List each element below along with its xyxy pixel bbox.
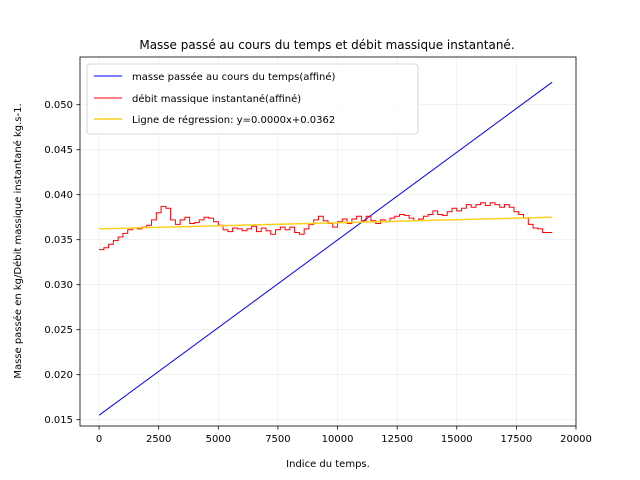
y-axis: 0.015 0.020 0.025 0.030 0.035 0.040 0.045 0.050 bbox=[44, 100, 80, 426]
y-tick-label: 0.050 bbox=[44, 100, 73, 111]
legend-label-debit: débit massique instantané(affiné) bbox=[132, 93, 301, 105]
series-masse-line bbox=[98, 81, 553, 416]
y-axis-label: Masse passée en kg/Débit massique instan… bbox=[12, 103, 24, 378]
x-tick-label: 20000 bbox=[560, 434, 592, 445]
y-tick-label: 0.025 bbox=[44, 325, 73, 336]
chart-title: Masse passé au cours du temps et débit m… bbox=[139, 38, 514, 52]
y-tick-label: 0.020 bbox=[44, 370, 73, 381]
legend-box bbox=[86, 63, 419, 135]
x-tick-label: 10000 bbox=[322, 434, 354, 445]
y-tick-label: 0.030 bbox=[44, 280, 73, 291]
x-tick-label: 5000 bbox=[206, 434, 231, 445]
legend-label-regression: Ligne de régression: y=0.0000x+0.0362 bbox=[132, 114, 335, 126]
series-layer bbox=[98, 81, 553, 416]
y-tick-label: 0.035 bbox=[44, 235, 73, 246]
legend-label-masse: masse passée au cours du temps(affiné) bbox=[132, 71, 336, 83]
y-tick-label: 0.045 bbox=[44, 145, 73, 156]
x-tick-label: 12500 bbox=[381, 434, 413, 445]
y-tick-label: 0.015 bbox=[44, 415, 73, 426]
x-axis-label: Indice du temps. bbox=[286, 459, 370, 470]
x-tick-label: 2500 bbox=[146, 434, 171, 445]
plot-frame bbox=[79, 56, 577, 427]
legend: masse passée au cours du temps(affiné) d… bbox=[86, 63, 419, 135]
series-regression-line bbox=[99, 216, 553, 230]
x-tick-label: 7500 bbox=[265, 434, 290, 445]
x-tick-label: 15000 bbox=[441, 434, 473, 445]
x-tick-label: 17500 bbox=[500, 434, 532, 445]
x-axis: 0 2500 5000 7500 10000 12500 15000 17500 20000 bbox=[96, 426, 592, 445]
y-tick-label: 0.040 bbox=[44, 190, 73, 201]
x-tick-label: 0 bbox=[96, 434, 102, 445]
series-debit-line bbox=[99, 202, 553, 251]
